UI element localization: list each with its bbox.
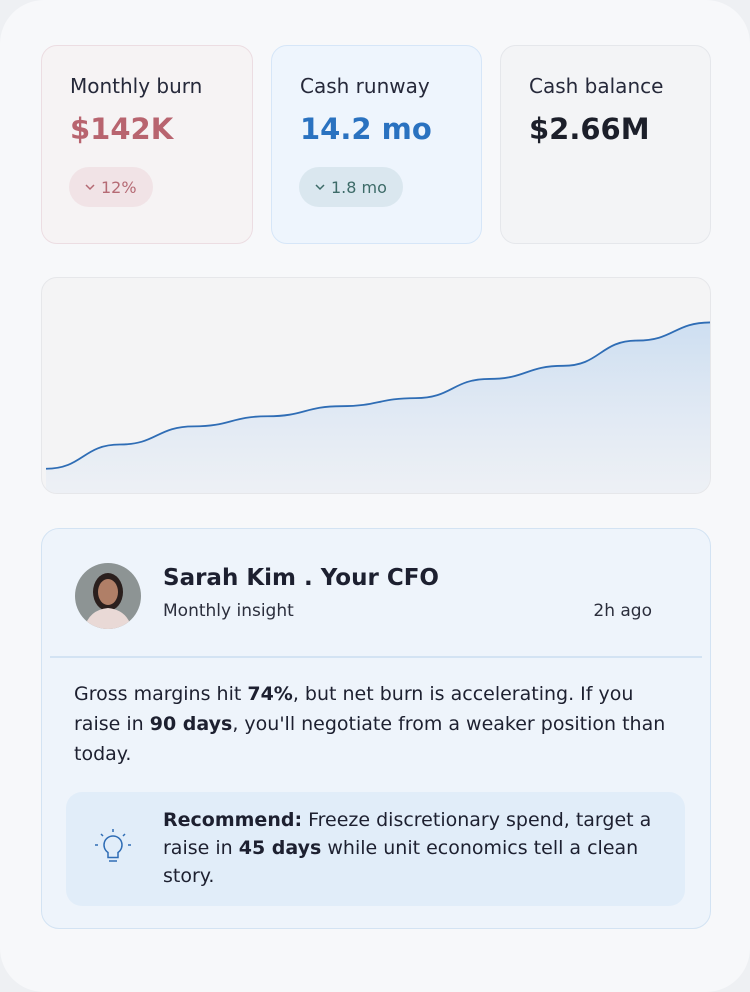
avatar [75, 563, 141, 629]
chevron-icon [315, 184, 325, 191]
author-name: Sarah Kim . Your CFO [163, 565, 439, 591]
highlight: 74% [247, 683, 293, 705]
text: Gross margins hit [74, 683, 248, 705]
timestamp: 2h ago [593, 601, 652, 621]
highlight: Recommend: [163, 809, 303, 831]
kpi-label: Cash balance [529, 74, 664, 98]
text: , but net burn is accelerating. If you r… [74, 683, 634, 735]
highlight: 45 days [238, 837, 322, 859]
kpi-label: Cash runway [300, 74, 430, 98]
insight-subtitle: Monthly insight [163, 601, 294, 621]
kpi-card: Cash runway 14.2 mo 1.8 mo [271, 45, 482, 244]
insight-body: Gross margins hit 74%, but net burn is a… [74, 679, 674, 769]
bulb-icon [95, 829, 131, 862]
kpi-value: 14.2 mo [300, 112, 432, 146]
text: while unit economics tell a clean story. [163, 837, 639, 887]
chart-card [41, 277, 711, 494]
recommendation-text: Recommend: Freeze discretionary spend, t… [163, 806, 668, 890]
kpi-card: Monthly burn $142K 12% [41, 45, 253, 244]
chevron-icon [85, 184, 95, 191]
kpi-value: $142K [70, 112, 174, 146]
text: , you'll negotiate from a weaker positio… [74, 713, 666, 765]
chart [45, 321, 710, 493]
area [46, 322, 710, 493]
insight-card: Sarah Kim . Your CFO Monthly insight 2h … [41, 528, 711, 929]
recommendation: Recommend: Freeze discretionary spend, t… [66, 792, 685, 906]
kpi-delta: 12% [101, 177, 137, 197]
kpi-label: Monthly burn [70, 74, 203, 98]
divider [50, 656, 702, 658]
kpi-badge: 12% [69, 167, 153, 207]
kpi-delta: 1.8 mo [331, 177, 387, 197]
highlight: 90 days [149, 713, 233, 735]
kpi-value: $2.66M [529, 112, 650, 146]
line [45, 321, 710, 470]
kpi-badge: 1.8 mo [299, 167, 403, 207]
kpi-card: Cash balance $2.66M [500, 45, 711, 244]
text: Freeze discretionary spend, target a rai… [163, 809, 652, 859]
